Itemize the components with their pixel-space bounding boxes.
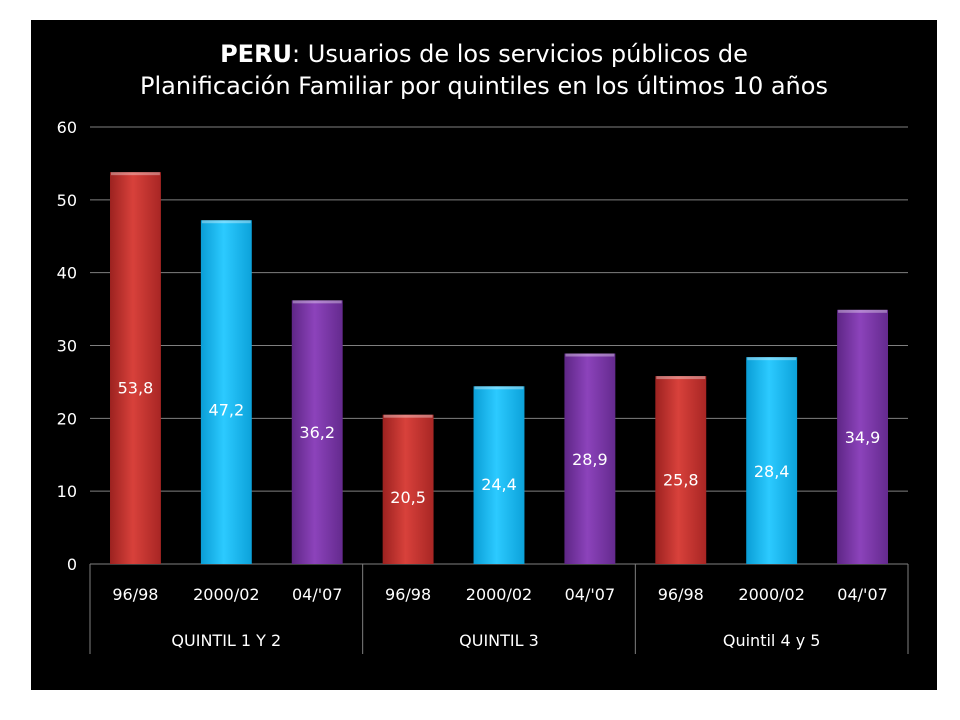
bar-highlight: [656, 376, 706, 380]
y-tick-label: 10: [57, 482, 77, 501]
group-label: Quintil 4 y 5: [723, 631, 821, 650]
bar-chart: 0 10 20 30 40 50 60 53,8 96/98 47,2 2000/02 36,2 04/…: [57, 118, 909, 654]
bar: [564, 353, 616, 564]
bar: [655, 376, 707, 564]
x-tick-label: 04/'07: [837, 585, 888, 604]
y-tick-label: 0: [67, 555, 77, 574]
bar-highlight: [383, 414, 433, 418]
data-label: 53,8: [118, 379, 154, 398]
x-tick-label: 2000/02: [193, 585, 259, 604]
title-line1-text: : Usuarios de los servicios públicos de: [292, 40, 748, 68]
bar-highlight: [565, 353, 615, 357]
data-label: 28,9: [572, 450, 608, 469]
y-tick-label: 20: [57, 409, 77, 428]
bar: [109, 172, 161, 564]
chart-title: PERU: Usuarios de los servicios públicos…: [31, 38, 937, 102]
bar-highlight: [838, 309, 888, 313]
bar: [473, 386, 525, 564]
chart-title-line1: PERU: Usuarios de los servicios públicos…: [31, 38, 937, 70]
data-label: 47,2: [209, 400, 245, 419]
title-country: PERU: [220, 40, 293, 68]
x-tick-label: 96/98: [385, 585, 431, 604]
slide: PERU: Usuarios de los servicios públicos…: [31, 20, 937, 690]
group-label: QUINTIL 3: [459, 631, 539, 650]
bar: [291, 300, 343, 564]
group-label: QUINTIL 1 Y 2: [171, 631, 281, 650]
bar-highlight: [747, 357, 797, 361]
data-label: 36,2: [299, 423, 335, 442]
data-label: 28,4: [754, 462, 790, 481]
bar-highlight: [201, 220, 251, 224]
data-label: 20,5: [390, 488, 426, 507]
chart-title-line2: Planificación Familiar por quintiles en …: [140, 72, 828, 100]
x-tick-label: 04/'07: [292, 585, 343, 604]
bar: [837, 309, 889, 564]
data-label: 24,4: [481, 475, 517, 494]
bar-highlight: [110, 172, 160, 176]
data-label: 25,8: [663, 470, 699, 489]
bar-highlight: [292, 300, 342, 304]
x-tick-label: 96/98: [658, 585, 704, 604]
y-tick-label: 50: [57, 191, 77, 210]
bar: [746, 357, 798, 564]
bar: [200, 220, 252, 564]
x-tick-label: 2000/02: [738, 585, 804, 604]
y-tick-label: 60: [57, 118, 77, 137]
x-tick-label: 96/98: [112, 585, 158, 604]
x-tick-label: 2000/02: [466, 585, 532, 604]
y-tick-label: 40: [57, 264, 77, 283]
bar: [382, 414, 434, 564]
y-tick-label: 30: [57, 337, 77, 356]
x-tick-label: 04/'07: [565, 585, 616, 604]
data-label: 34,9: [845, 428, 881, 447]
bar-highlight: [474, 386, 524, 390]
